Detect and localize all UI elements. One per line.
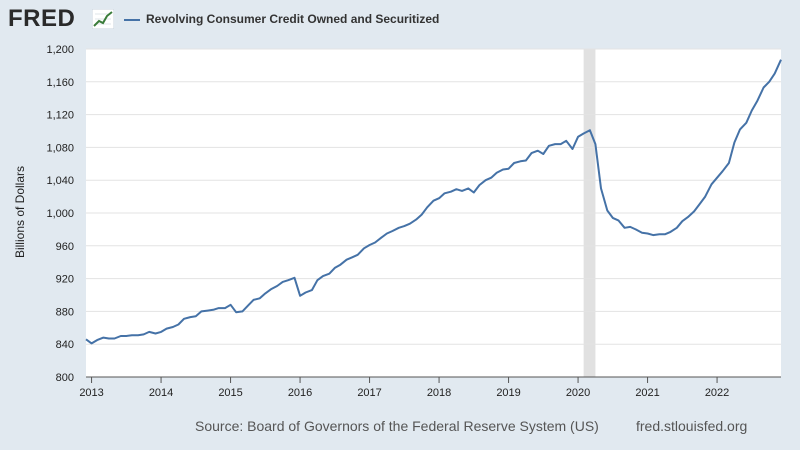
y-tick-label: 1,120 — [46, 110, 74, 122]
series-line — [85, 59, 782, 345]
x-tick-label: 2022 — [705, 387, 729, 399]
y-tick-label: 1,160 — [46, 77, 74, 89]
x-tick-label: 2016 — [288, 387, 312, 399]
fred-logo[interactable]: FRED — [8, 5, 76, 32]
y-tick-label: 1,200 — [46, 44, 74, 56]
x-tick-label: 2019 — [496, 387, 520, 399]
y-tick-label: 840 — [56, 339, 74, 351]
x-tick-label: 2020 — [566, 387, 590, 399]
y-tick-label: 960 — [56, 241, 74, 253]
x-tick-label: 2015 — [218, 387, 242, 399]
y-tick-label: 800 — [56, 372, 74, 384]
x-tick-label: 2021 — [635, 387, 659, 399]
y-tick-label: 1,000 — [46, 208, 74, 220]
x-tick-label: 2018 — [427, 387, 451, 399]
source-url[interactable]: fred.stlouisfed.org — [636, 418, 748, 434]
chart-header: FRED Revolving Consumer Credit Owned and… — [0, 0, 800, 40]
legend-swatch — [124, 19, 140, 21]
y-tick-label: 880 — [56, 306, 74, 318]
x-tick-label: 2017 — [357, 387, 381, 399]
y-tick-label: 1,080 — [46, 142, 74, 154]
line-graph-icon — [92, 9, 114, 29]
x-tick-label: 2014 — [149, 387, 173, 399]
y-axis-label: Billions of Dollars — [13, 165, 27, 259]
y-tick-label: 920 — [56, 274, 74, 286]
x-tick-label: 2013 — [79, 387, 103, 399]
legend-label: Revolving Consumer Credit Owned and Secu… — [146, 12, 440, 26]
y-tick-label: 1,040 — [46, 175, 74, 187]
source-attribution: Source: Board of Governors of the Federa… — [195, 418, 599, 434]
